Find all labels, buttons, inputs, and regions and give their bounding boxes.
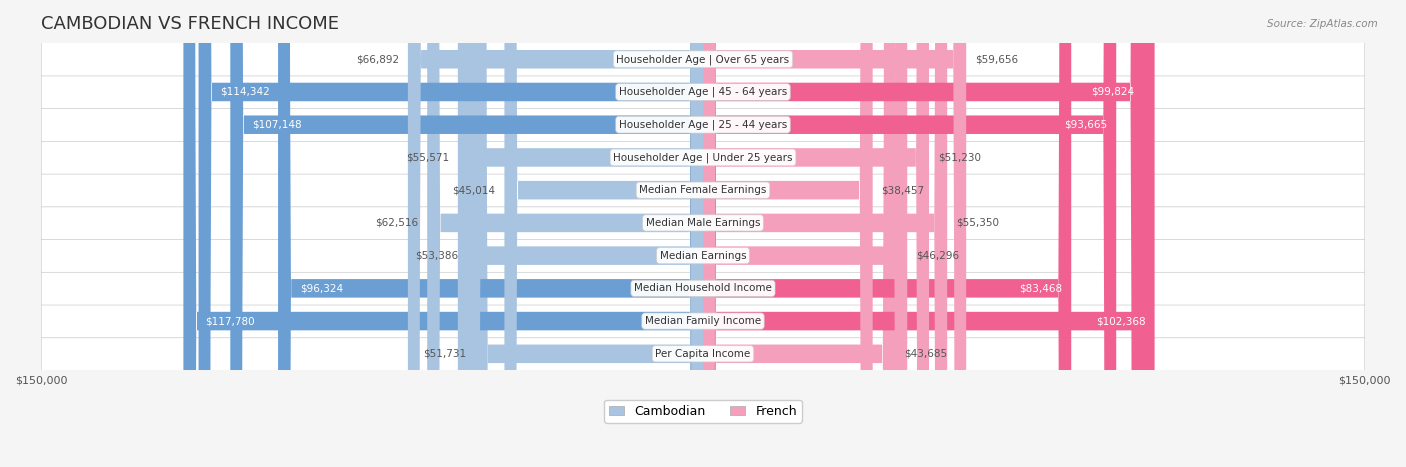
Text: $38,457: $38,457 xyxy=(882,185,925,195)
FancyBboxPatch shape xyxy=(41,141,1365,174)
FancyBboxPatch shape xyxy=(41,42,1365,76)
Text: $114,342: $114,342 xyxy=(221,87,270,97)
FancyBboxPatch shape xyxy=(231,0,703,467)
FancyBboxPatch shape xyxy=(278,0,703,467)
Text: Median Family Income: Median Family Income xyxy=(645,316,761,326)
Text: Householder Age | 45 - 64 years: Householder Age | 45 - 64 years xyxy=(619,87,787,97)
Text: $66,892: $66,892 xyxy=(356,54,399,64)
FancyBboxPatch shape xyxy=(703,0,1071,467)
FancyBboxPatch shape xyxy=(198,0,703,467)
FancyBboxPatch shape xyxy=(703,0,948,467)
FancyBboxPatch shape xyxy=(703,0,873,467)
FancyBboxPatch shape xyxy=(427,0,703,467)
FancyBboxPatch shape xyxy=(505,0,703,467)
Text: $45,014: $45,014 xyxy=(453,185,495,195)
FancyBboxPatch shape xyxy=(41,173,1365,207)
Text: $96,324: $96,324 xyxy=(299,283,343,293)
FancyBboxPatch shape xyxy=(467,0,703,467)
Text: $117,780: $117,780 xyxy=(205,316,254,326)
Text: $51,731: $51,731 xyxy=(423,349,465,359)
FancyBboxPatch shape xyxy=(183,0,703,467)
Text: Median Earnings: Median Earnings xyxy=(659,251,747,261)
FancyBboxPatch shape xyxy=(703,0,1143,467)
Text: $46,296: $46,296 xyxy=(917,251,959,261)
Text: $83,468: $83,468 xyxy=(1019,283,1063,293)
FancyBboxPatch shape xyxy=(475,0,703,467)
Text: Source: ZipAtlas.com: Source: ZipAtlas.com xyxy=(1267,19,1378,28)
Text: Householder Age | Under 25 years: Householder Age | Under 25 years xyxy=(613,152,793,163)
Text: Householder Age | 25 - 44 years: Householder Age | 25 - 44 years xyxy=(619,120,787,130)
Text: Median Female Earnings: Median Female Earnings xyxy=(640,185,766,195)
FancyBboxPatch shape xyxy=(41,272,1365,305)
Text: $51,230: $51,230 xyxy=(938,152,981,163)
Text: $99,824: $99,824 xyxy=(1091,87,1135,97)
FancyBboxPatch shape xyxy=(41,239,1365,272)
Text: $107,148: $107,148 xyxy=(252,120,302,130)
FancyBboxPatch shape xyxy=(703,0,1154,467)
FancyBboxPatch shape xyxy=(41,108,1365,142)
FancyBboxPatch shape xyxy=(408,0,703,467)
Text: Householder Age | Over 65 years: Householder Age | Over 65 years xyxy=(616,54,790,64)
Text: $62,516: $62,516 xyxy=(375,218,419,228)
FancyBboxPatch shape xyxy=(41,337,1365,370)
FancyBboxPatch shape xyxy=(703,0,1116,467)
Text: $59,656: $59,656 xyxy=(974,54,1018,64)
Text: Per Capita Income: Per Capita Income xyxy=(655,349,751,359)
Text: Median Male Earnings: Median Male Earnings xyxy=(645,218,761,228)
Text: $53,386: $53,386 xyxy=(416,251,458,261)
FancyBboxPatch shape xyxy=(41,75,1365,109)
Text: $43,685: $43,685 xyxy=(904,349,948,359)
Text: CAMBODIAN VS FRENCH INCOME: CAMBODIAN VS FRENCH INCOME xyxy=(41,15,339,33)
FancyBboxPatch shape xyxy=(458,0,703,467)
FancyBboxPatch shape xyxy=(41,304,1365,338)
FancyBboxPatch shape xyxy=(703,0,929,467)
Text: $93,665: $93,665 xyxy=(1064,120,1108,130)
Text: Median Household Income: Median Household Income xyxy=(634,283,772,293)
Text: $102,368: $102,368 xyxy=(1097,316,1146,326)
FancyBboxPatch shape xyxy=(703,0,966,467)
FancyBboxPatch shape xyxy=(703,0,896,467)
Text: $55,350: $55,350 xyxy=(956,218,1000,228)
FancyBboxPatch shape xyxy=(703,0,907,467)
Text: $55,571: $55,571 xyxy=(406,152,449,163)
Legend: Cambodian, French: Cambodian, French xyxy=(605,400,801,423)
FancyBboxPatch shape xyxy=(41,206,1365,240)
